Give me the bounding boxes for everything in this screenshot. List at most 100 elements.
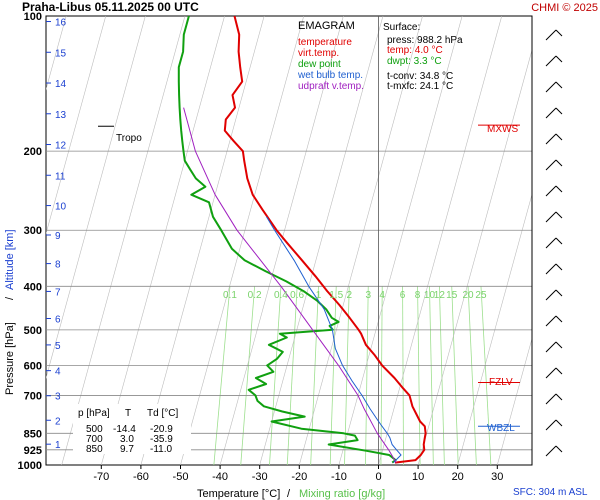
mixing-ratio-tick-label: 0.6 [290,290,304,301]
temperature-tick-label: -50 [173,471,189,483]
altitude-tick-label: 13 [55,110,67,121]
wind-barb-column [531,16,563,465]
wind-barb-staff [545,107,557,119]
level-table: p [hPa] T Td [°C] 500 -14.4 -20.9 700 3.… [73,404,191,455]
surface-title: Surface: [383,22,420,33]
surface-tmxfc: t-mxfc: 24.1 °C [387,81,453,92]
mixing-ratio-line [438,286,445,465]
mixing-ratio-tick-label: 6 [400,290,406,301]
wind-barb-feather [555,133,563,141]
isotherm-line [259,16,384,465]
altitude-tick-label: 7 [55,287,61,298]
table-row-850-t: 9.7 [120,444,134,455]
isotherm-line [61,16,186,465]
altitude-tick-label: 12 [55,141,67,152]
temperature-tick-label: 30 [491,471,503,483]
mixing-ratio-line [417,286,421,465]
legend: EMAGRAM temperature virt.temp. dew point… [297,20,364,92]
legend-item-temperature: temperature [298,37,352,48]
mixing-ratio-line [380,286,383,465]
isotherm-line [497,337,532,465]
mixing-ratio-tick-label: 0.1 [223,290,237,301]
legend-item-updraft: udpraft v.temp. [298,81,364,92]
wind-barb-staff [545,185,557,197]
wind-barb-staff [545,159,557,171]
wind-barb-feather [555,315,563,323]
isotherm-line [577,16,600,465]
wind-barb-staff [545,263,557,275]
legend-item-virt-temp: virt.temp. [298,48,339,59]
altitude-tick-label: 16 [55,18,67,29]
mixing-ratio-line [269,286,282,465]
series-udpraft-v-temp-line [183,107,397,463]
wind-barb-staff [545,237,557,249]
altitude-tick-label: 15 [55,48,67,59]
pressure-tick-label: 400 [24,281,42,293]
pressure-tick-label: 500 [24,325,42,337]
wind-barb-feather [555,445,563,453]
wind-barb-feather [555,211,563,219]
mixing-ratio-tick-label: 4 [379,290,385,301]
table-row-850-p: 850 [86,444,103,455]
mixing-ratio-line [451,286,459,465]
isotherm-line [180,16,305,465]
mixing-ratio-tick-label: 1.5 [329,290,343,301]
mxws-label: MXWS [487,124,518,135]
wind-barb-staff [545,341,557,353]
mixing-ratio-line [240,286,256,465]
skewed-isotherms [46,16,600,465]
wind-barb-feather [555,55,563,63]
series-temperature-line [223,16,427,464]
altitude-tick-label: 9 [55,231,61,242]
isotherm-line [299,16,423,465]
mixing-ratio-tick-label: 20 [462,290,474,301]
mixing-ratio-line [329,286,337,465]
wind-barb-feather [555,81,563,89]
temperature-tick-label: -60 [133,471,149,483]
table-row-700-t: 3.0 [120,434,134,445]
table-row-700-td: -35.9 [150,434,173,445]
wind-barb-staff [545,393,557,405]
y-axis-secondary-label: Altitude [km] [4,229,16,290]
surface-elevation-label: SFC: 304 m ASL [513,487,588,498]
wind-barb-feather [555,107,563,115]
wind-barb-feather [555,237,563,245]
legend-item-dew-point: dew point [298,59,341,70]
pressure-tick-label: 700 [24,390,42,402]
wind-barb-staff [545,81,557,93]
wind-barb-feather [555,419,563,427]
chart-title: Praha-Libus 05.11.2025 00 UTC [22,0,199,14]
temperature-tick-label: -10 [331,471,347,483]
pressure-tick-labels: 100 200 300 400 500 600 700 850 925 1000 [18,11,42,472]
level-table-bg [73,404,191,454]
wind-barb-feather [555,393,563,401]
temperature-tick-label: -70 [93,471,109,483]
temperature-tick-label: 10 [412,471,424,483]
temperature-tick-label: -20 [291,471,307,483]
altitude-tick-label: 3 [55,392,61,403]
pressure-tick-label: 300 [24,225,42,237]
wind-barb-feather [555,159,563,167]
mixing-ratio-tick-label: 25 [475,290,487,301]
table-header-td: Td [°C] [147,408,178,419]
wind-barb-feather [555,289,563,297]
isotherm-line [101,16,225,465]
series-wet-bulb-temp-line [266,216,402,463]
altitude-tick-label: 2 [55,416,61,427]
altitude-tick-label: 1 [55,440,61,451]
pressure-tick-label: 1000 [18,460,42,472]
x-axis-secondary-label: Mixing ratio [g/kg] [299,488,385,500]
isotherm-line [338,16,463,465]
altitude-tick-label: 4 [55,367,61,378]
altitude-tick-label: 6 [55,315,61,326]
table-row-850-td: -11.0 [150,444,172,455]
isobar-gridlines [46,150,532,451]
mixing-ratio-line [480,286,492,465]
wind-barb-staff [545,419,557,431]
wind-barb-feather [555,341,563,349]
wind-barb-staff [545,211,557,223]
wind-barb-feather [555,29,563,37]
